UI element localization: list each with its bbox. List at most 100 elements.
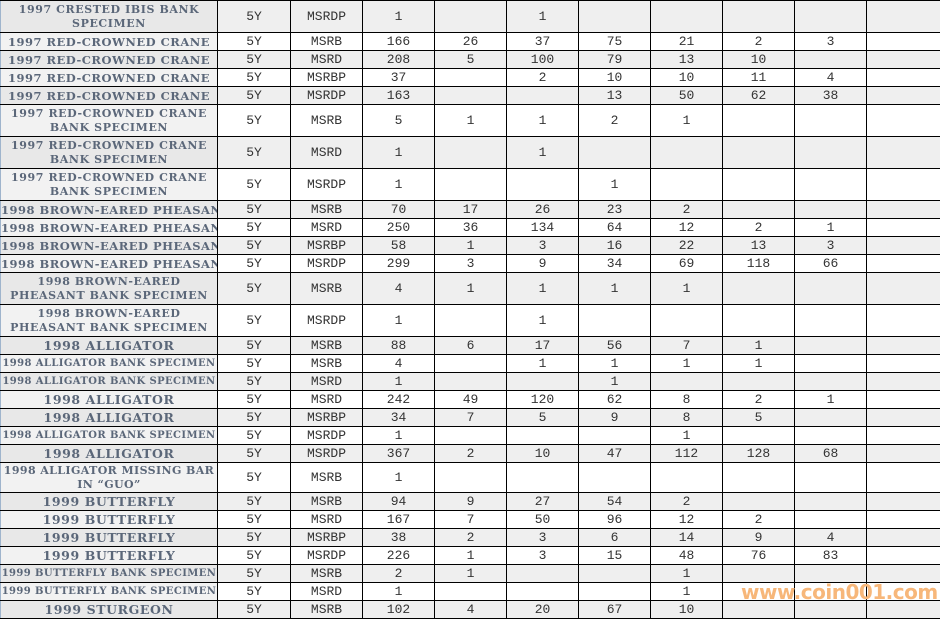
grade-count-cell bbox=[650, 372, 723, 391]
grade-count-cell bbox=[794, 426, 867, 445]
grade-count-cell bbox=[578, 462, 651, 493]
grade-count-cell: 14 bbox=[650, 528, 723, 547]
grade-count-cell: 2 bbox=[722, 510, 795, 529]
grade-count-cell: 2 bbox=[722, 32, 795, 51]
grade-count-cell bbox=[650, 136, 723, 169]
grade-count-cell: 13 bbox=[578, 86, 651, 105]
term-cell: 5Y bbox=[217, 104, 291, 137]
grade-count-cell bbox=[434, 582, 507, 601]
grade-count-cell: 15 bbox=[578, 546, 651, 565]
total-cell: 226 bbox=[362, 546, 435, 565]
grade-count-cell: 1 bbox=[506, 304, 579, 337]
table-row: 1999 BUTTERFLY 5Y MSRB 94 9 27 54 2 bbox=[0, 492, 940, 511]
grade-count-cell: 21 bbox=[650, 32, 723, 51]
grade-count-cell: 118 bbox=[722, 254, 795, 273]
table-row: 1998 ALLIGATOR 5Y MSRB 88 6 17 56 7 1 bbox=[0, 336, 940, 355]
grade-count-cell: 5 bbox=[722, 408, 795, 427]
grade-count-cell bbox=[866, 86, 940, 105]
grade-count-cell: 1 bbox=[434, 104, 507, 137]
total-cell: 1 bbox=[362, 426, 435, 445]
grade-count-cell: 10 bbox=[506, 444, 579, 463]
grade-count-cell bbox=[434, 354, 507, 373]
total-cell: 1 bbox=[362, 582, 435, 601]
grade-count-cell bbox=[794, 492, 867, 511]
grade-count-cell: 17 bbox=[434, 200, 507, 219]
grade-count-cell: 1 bbox=[650, 272, 723, 305]
grade-count-cell bbox=[794, 304, 867, 337]
term-cell: 5Y bbox=[217, 68, 291, 87]
grade-count-cell: 38 bbox=[794, 86, 867, 105]
table-row: 1997 CRESTED IBIS BANK SPECIMEN 5Y MSRDP 1 1 bbox=[0, 0, 940, 33]
type-cell: MSRBP bbox=[290, 236, 363, 255]
grade-count-cell bbox=[866, 272, 940, 305]
term-cell: 5Y bbox=[217, 390, 291, 409]
grade-count-cell: 1 bbox=[578, 168, 651, 201]
type-cell: MSRB bbox=[290, 492, 363, 511]
grade-count-cell: 4 bbox=[434, 600, 507, 619]
term-cell: 5Y bbox=[217, 32, 291, 51]
coin-name-cell: 1997 RED-CROWNED CRANE BANK SPECIMEN bbox=[0, 136, 218, 169]
total-cell: 2 bbox=[362, 564, 435, 583]
grade-count-cell: 9 bbox=[434, 492, 507, 511]
grade-count-cell bbox=[506, 564, 579, 583]
grade-count-cell: 10 bbox=[650, 600, 723, 619]
grade-count-cell: 27 bbox=[506, 492, 579, 511]
term-cell: 5Y bbox=[217, 336, 291, 355]
term-cell: 5Y bbox=[217, 492, 291, 511]
grade-count-cell bbox=[722, 0, 795, 33]
total-cell: 70 bbox=[362, 200, 435, 219]
grade-count-cell: 2 bbox=[434, 444, 507, 463]
grade-count-cell: 2 bbox=[506, 68, 579, 87]
grade-count-cell: 4 bbox=[794, 68, 867, 87]
grade-count-cell: 76 bbox=[722, 546, 795, 565]
term-cell: 5Y bbox=[217, 0, 291, 33]
table-row: 1998 BROWN-EARED PHEASANT 5Y MSRD 250 36 134 6… bbox=[0, 218, 940, 237]
grade-count-cell bbox=[866, 546, 940, 565]
coin-name-cell: 1998 ALLIGATOR BANK SPECIMEN bbox=[0, 372, 218, 391]
coin-name-cell: 1998 ALLIGATOR BANK SPECIMEN bbox=[0, 354, 218, 373]
table-row: 1999 BUTTERFLY 5Y MSRD 167 7 50 96 12 2 bbox=[0, 510, 940, 529]
term-cell: 5Y bbox=[217, 254, 291, 273]
table-row: 1998 ALLIGATOR 5Y MSRDP 367 2 10 47 112 128 68 bbox=[0, 444, 940, 463]
grade-count-cell bbox=[866, 390, 940, 409]
grade-count-cell: 7 bbox=[434, 510, 507, 529]
grade-count-cell bbox=[722, 304, 795, 337]
type-cell: MSRB bbox=[290, 564, 363, 583]
table-row: 1998 BROWN-EARED PHEASANT 5Y MSRB 70 17 26 23 2 bbox=[0, 200, 940, 219]
grade-count-cell: 13 bbox=[722, 236, 795, 255]
table-row: 1997 RED-CROWNED CRANE BANK SPECIMEN 5Y MS… bbox=[0, 136, 940, 169]
grade-count-cell bbox=[866, 218, 940, 237]
grade-count-cell: 67 bbox=[578, 600, 651, 619]
type-cell: MSRD bbox=[290, 136, 363, 169]
grade-count-cell: 17 bbox=[506, 336, 579, 355]
table-row: 1997 RED-CROWNED CRANE BANK SPECIMEN 5Y MS… bbox=[0, 104, 940, 137]
grade-count-cell bbox=[866, 200, 940, 219]
table-row: 1998 ALLIGATOR BANK SPECIMEN 5Y MSRD 1 1 bbox=[0, 372, 940, 391]
term-cell: 5Y bbox=[217, 168, 291, 201]
table-row: 1999 STURGEON 5Y MSRB 102 4 20 67 10 bbox=[0, 600, 940, 619]
term-cell: 5Y bbox=[217, 600, 291, 619]
grade-count-cell bbox=[578, 582, 651, 601]
type-cell: MSRB bbox=[290, 272, 363, 305]
grade-count-cell bbox=[434, 68, 507, 87]
total-cell: 1 bbox=[362, 0, 435, 33]
coin-name-cell: 1999 STURGEON bbox=[0, 600, 218, 619]
total-cell: 166 bbox=[362, 32, 435, 51]
term-cell: 5Y bbox=[217, 444, 291, 463]
total-cell: 88 bbox=[362, 336, 435, 355]
grade-count-cell bbox=[578, 304, 651, 337]
grade-count-cell bbox=[722, 372, 795, 391]
type-cell: MSRD bbox=[290, 218, 363, 237]
grade-count-cell: 23 bbox=[578, 200, 651, 219]
term-cell: 5Y bbox=[217, 200, 291, 219]
type-cell: MSRD bbox=[290, 50, 363, 69]
grade-count-cell: 1 bbox=[578, 372, 651, 391]
table-row: 1998 BROWN-EARED PHEASANT BANK SPECIMEN 5… bbox=[0, 272, 940, 305]
table-row: 1999 BUTTERFLY BANK SPECIMEN 5Y MSRB 2 1 1 bbox=[0, 564, 940, 583]
grade-count-cell: 9 bbox=[722, 528, 795, 547]
grade-count-cell bbox=[434, 372, 507, 391]
grade-count-cell: 96 bbox=[578, 510, 651, 529]
grade-count-cell bbox=[866, 408, 940, 427]
grade-count-cell bbox=[650, 462, 723, 493]
